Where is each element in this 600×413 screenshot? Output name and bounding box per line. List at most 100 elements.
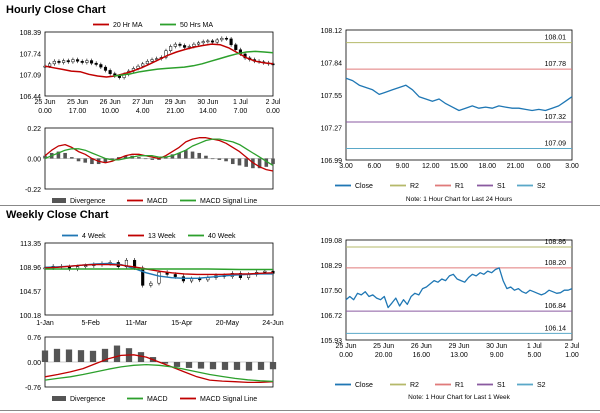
hourly-candle: [99, 64, 103, 68]
hourly-macd-divergence-bar: [170, 154, 175, 159]
hourly-macd-divergence-bar: [157, 158, 161, 160]
hourly-candle: [117, 75, 121, 78]
hourly-legend-divergence-swatch: [52, 198, 66, 203]
hourly-close-xtick: 0.00: [537, 163, 551, 170]
hourly-legend-macd-label: MACD: [147, 198, 168, 205]
weekly-close-legend-close-label: Close: [355, 382, 373, 389]
weekly-close-legend-r2-label: R2: [410, 382, 419, 389]
hourly-macd-divergence-bar: [56, 151, 61, 159]
weekly-macd-divergence-bar: [173, 362, 181, 367]
hourly-candle: [206, 40, 210, 43]
hourly-price-xtick: 27 Jun: [132, 99, 153, 106]
weekly-macd-divergence-bar: [245, 362, 253, 371]
weekly-candle: [190, 278, 194, 282]
hourly-price-xtick: 10.00: [101, 108, 119, 115]
hourly-candle: [201, 41, 205, 44]
hourly-price-ytick: 107.09: [20, 73, 42, 80]
weekly-legend-divergence-swatch: [52, 396, 66, 401]
weekly-close-ytick: 108.29: [321, 263, 343, 270]
weekly-candle: [84, 265, 88, 268]
weekly-macd-line: [44, 354, 274, 384]
weekly-macd-divergence-bar: [257, 362, 265, 370]
weekly-price-ytick: 104.57: [20, 289, 42, 296]
hourly-macd-divergence-bar: [190, 151, 195, 159]
hourly-candle: [108, 70, 112, 74]
hourly-macd-divergence-bar: [264, 158, 269, 167]
weekly-close-ytick: 106.72: [321, 313, 343, 320]
weekly-legend-divergence-label: Divergence: [70, 396, 106, 403]
hourly-macd-divergence-bar: [63, 152, 67, 159]
weekly-close-legend-r1-label: R1: [455, 382, 464, 389]
hourly-candle: [173, 43, 177, 47]
hourly-macd-divergence-bar: [76, 158, 81, 162]
weekly-close-xtick: 25 Jun: [335, 343, 356, 350]
hourly-candle: [85, 60, 89, 63]
hourly-candle: [71, 59, 75, 63]
weekly-close-xtick: 30 Jun: [486, 343, 507, 350]
hourly-candle: [57, 60, 61, 63]
weekly-price-xtick: 20-May: [216, 320, 240, 327]
weekly-close-xtick: 16.00: [413, 352, 431, 359]
weekly-close-xtick: 26 Jun: [411, 343, 432, 350]
weekly-macd-ytick: -0.76: [25, 385, 41, 392]
hourly-close-level-label-r1: 107.78: [545, 61, 567, 68]
weekly-price-ytick: 100.18: [20, 313, 42, 320]
hourly-close-xtick: 9.00: [396, 163, 410, 170]
weekly-close-xtick: 13.00: [450, 352, 468, 359]
weekly-price-ytick: 113.35: [20, 241, 41, 248]
weekly-macd-divergence-bar: [101, 348, 109, 362]
weekly-candle: [133, 259, 137, 269]
hourly-candle: [150, 59, 154, 62]
hourly-candle: [169, 46, 173, 51]
hourly-macd-divergence-bar: [143, 158, 148, 160]
hourly-candle: [103, 66, 108, 71]
weekly-price-xtick: 1-Jan: [36, 320, 54, 327]
hourly-candle: [192, 43, 196, 47]
weekly-40week-line: [45, 268, 273, 271]
hourly-macd-ytick: 0.00: [27, 157, 41, 164]
weekly-macd-divergence-bar: [269, 362, 277, 370]
hourly-candle: [224, 37, 229, 40]
hourly-candle: [76, 59, 80, 62]
hourly-candle: [145, 60, 149, 65]
hourly-close-ytick: 107.27: [321, 126, 343, 133]
hourly-macd-divergence-bar: [217, 158, 222, 160]
weekly-macd-divergence-bar: [197, 362, 205, 369]
hourly-close-legend-s2-label: S2: [537, 183, 546, 190]
weekly-close-ytick: 107.50: [321, 288, 343, 295]
weekly-price-xtick: 5-Feb: [81, 320, 99, 327]
weekly-macd-divergence-bar: [65, 349, 73, 362]
hourly-macd-ytick: 0.22: [27, 126, 41, 133]
hourly-price-xtick: 2 Jul: [266, 99, 281, 106]
weekly-price-xtick: 24-Jun: [262, 320, 284, 327]
weekly-candle: [173, 274, 177, 277]
weekly-price-xtick: 15-Apr: [171, 320, 193, 327]
weekly-close-xtick: 1.00: [565, 352, 579, 359]
weekly-close-legend-s2-label: S2: [537, 382, 546, 389]
weekly-close-xtick: 0.00: [339, 352, 353, 359]
hourly-close-xtick: 15.00: [450, 163, 468, 170]
hourly-price-ytick: 106.44: [20, 94, 42, 101]
hourly-close-xtick: 3.00: [565, 163, 579, 170]
hourly-candle: [234, 44, 238, 50]
hourly-candle: [229, 38, 233, 46]
hourly-price-ytick: 107.74: [20, 51, 42, 58]
hourly-ma20-line: [44, 43, 274, 78]
weekly-close-xtick: 2 Jul: [565, 343, 580, 350]
weekly-candle: [149, 282, 153, 286]
weekly-close-legend-s1-label: S1: [497, 382, 506, 389]
hourly-macd-divergence-bar: [103, 158, 108, 163]
weekly-section-title: Weekly Close Chart: [6, 209, 109, 221]
hourly-candle: [80, 60, 84, 63]
hourly-candle: [215, 39, 219, 43]
hourly-macd-divergence-bar: [163, 157, 168, 159]
legend-40-week-label: 40 Week: [208, 233, 236, 240]
weekly-macd-divergence-bar: [137, 352, 145, 362]
hourly-macd-divergence-bar: [271, 158, 275, 165]
weekly-macd-divergence-bar: [53, 348, 61, 362]
weekly-price-xtick: 11-Mar: [125, 320, 147, 327]
weekly-candle: [157, 271, 161, 284]
hourly-section-title: Hourly Close Chart: [6, 4, 106, 16]
hourly-macd-divergence-bar: [177, 152, 181, 159]
